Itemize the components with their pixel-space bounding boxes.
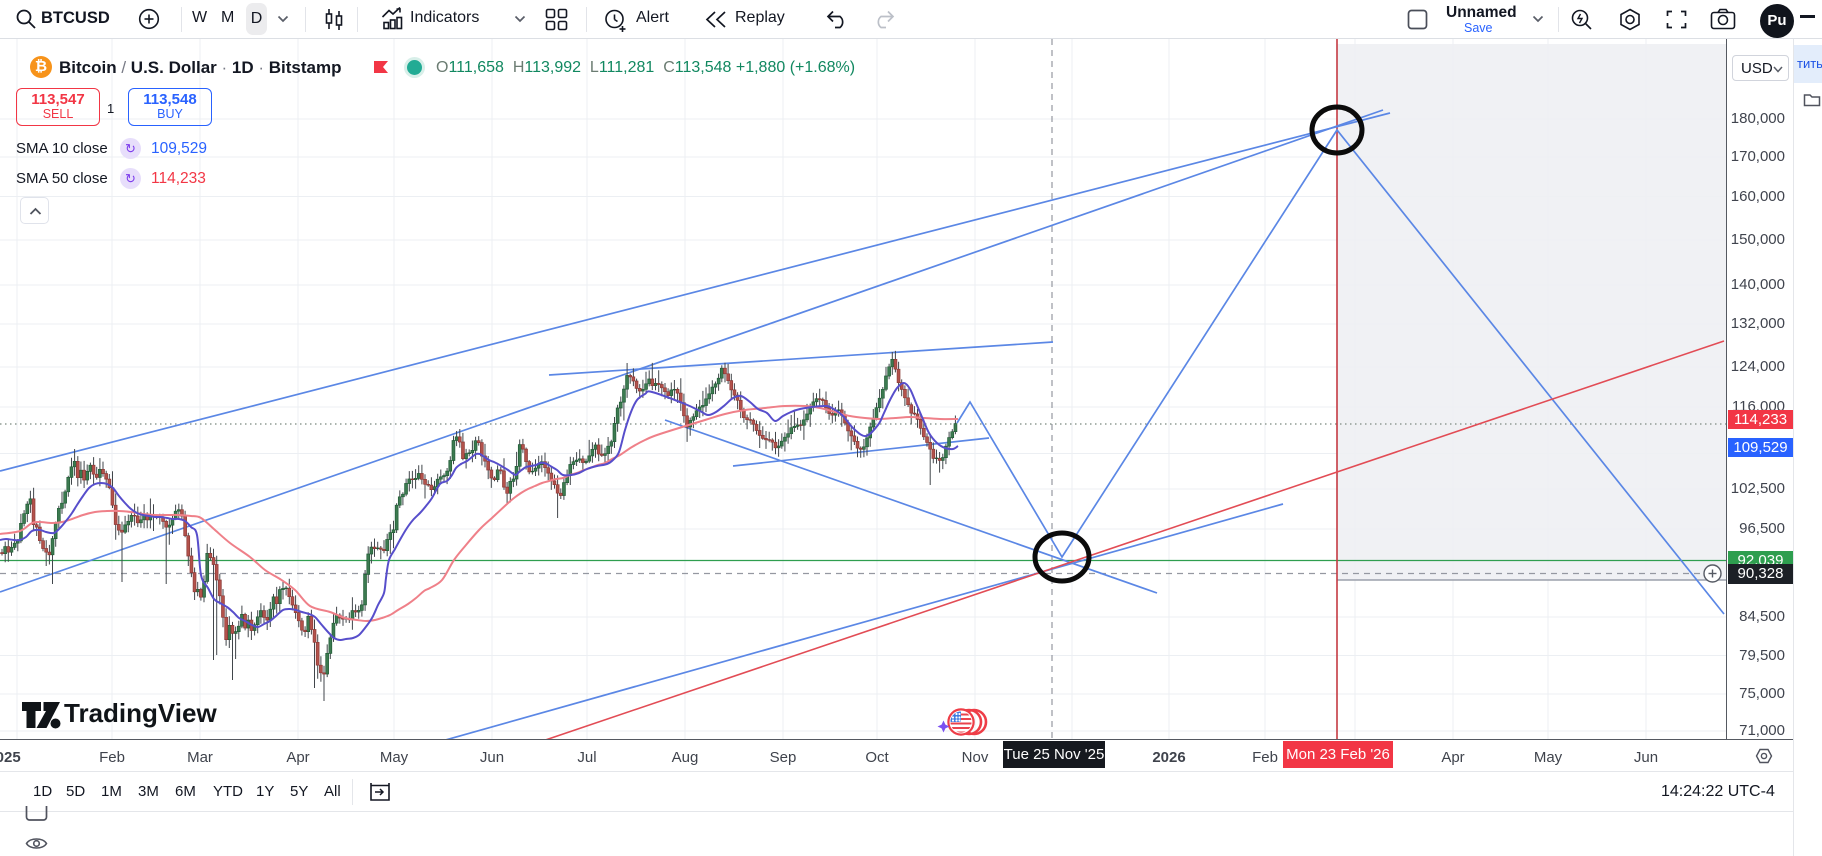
svg-text:TradingView: TradingView xyxy=(64,698,217,728)
